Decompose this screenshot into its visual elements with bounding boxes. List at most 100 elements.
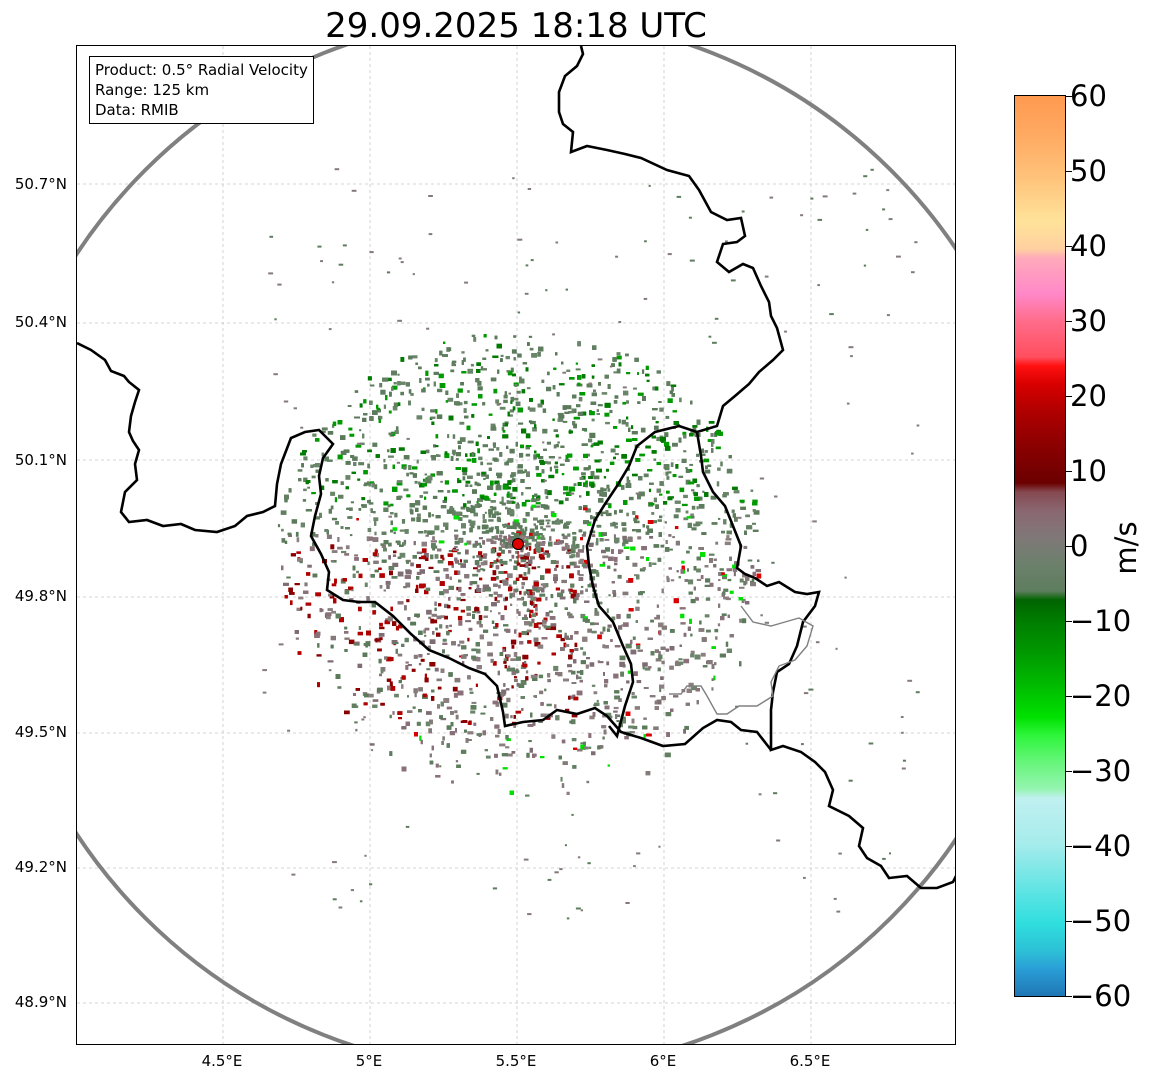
echo-pixel [483,334,487,338]
echo-pixel [756,573,762,579]
echo-pixel [388,542,392,547]
echo-pixel [583,467,590,471]
echo-pixel [280,510,287,515]
echo-pixel [360,442,365,445]
echo-pixel [566,791,570,795]
echo-pixel [476,472,481,476]
echo-pixel [524,563,529,568]
echo-pixel [389,751,393,756]
echo-pixel [395,648,398,654]
echo-pixel [437,704,440,709]
echo-pixel [315,438,320,442]
echo-pixel [614,522,618,525]
echo-pixel [462,515,469,518]
echo-pixel [580,660,586,665]
echo-pixel [425,534,429,537]
echo-pixel [511,472,516,477]
echo-pixel [440,530,445,533]
echo-pixel [521,544,527,548]
echo-pixel [432,536,435,540]
echo-pixel [522,518,527,523]
echo-pixel [625,483,632,488]
echo-pixel [495,701,500,707]
echo-pixel [674,526,679,530]
echo-pixel [461,654,467,659]
echo-pixel [459,437,466,442]
echo-pixel [507,491,510,495]
echo-pixel [379,573,385,578]
echo-pixel [732,564,737,569]
echo-pixel [505,486,511,490]
echo-pixel [533,581,539,587]
echo-pixel [494,596,498,602]
echo-pixel [343,449,350,453]
echo-pixel [505,596,508,601]
echo-pixel [704,614,710,618]
echo-pixel [462,661,465,666]
echo-pixel [708,553,715,556]
echo-pixel [573,696,579,701]
echo-pixel [653,726,659,730]
echo-pixel [446,706,453,710]
echo-pixel [440,615,445,618]
echo-pixel [750,565,755,569]
echo-pixel [751,578,755,583]
echo-pixel [493,633,499,637]
echo-pixel [631,431,638,435]
echo-pixel [550,626,557,631]
echo-pixel [692,478,698,483]
echo-pixel [458,579,461,583]
echo-pixel [565,543,569,549]
echo-pixel [552,418,555,421]
echo-pixel [425,377,430,381]
echo-pixel [326,534,332,539]
echo-pixel [520,549,524,553]
echo-pixel [585,483,588,488]
echo-pixel [590,622,595,626]
echo-pixel [578,560,583,564]
echo-pixel [454,535,458,540]
echo-pixel [482,402,486,406]
echo-pixel [383,547,387,552]
echo-pixel [344,649,348,652]
echo-pixel [367,528,372,532]
echo-pixel [423,629,426,634]
echo-pixel [481,524,488,530]
echo-pixel [428,566,434,569]
echo-pixel [507,480,512,485]
echo-pixel [518,422,524,425]
echo-pixel [669,390,674,395]
echo-pixel [506,500,509,504]
echo-pixel [649,695,656,698]
echo-pixel [476,648,481,654]
echo-pixel [567,611,571,615]
radar-map[interactable] [76,45,956,1045]
echo-pixel [656,699,662,705]
echo-pixel [529,600,534,605]
echo-pixel [679,487,685,493]
echo-pixel [522,662,525,667]
echo-pixel [521,502,527,507]
echo-pixel [615,714,618,719]
echo-pixel [424,496,427,500]
echo-pixel [445,573,450,579]
echo-pixel [302,450,307,453]
echo-pixel [688,682,694,688]
echo-pixel [653,497,657,503]
echo-pixel [562,535,568,540]
echo-pixel [645,445,651,449]
echo-pixel [701,448,704,453]
echo-pixel [324,529,328,532]
echo-pixel [539,593,546,597]
echo-pixel [596,525,602,528]
echo-pixel [510,400,513,404]
echo-pixel [455,760,459,763]
echo-pixel [533,587,538,592]
echo-pixel [752,502,758,506]
echo-pixel [726,648,732,653]
echo-pixel [277,524,281,528]
echo-pixel [614,690,620,694]
echo-pixel [657,667,661,672]
echo-pixel [381,531,387,535]
echo-pixel [512,536,518,541]
